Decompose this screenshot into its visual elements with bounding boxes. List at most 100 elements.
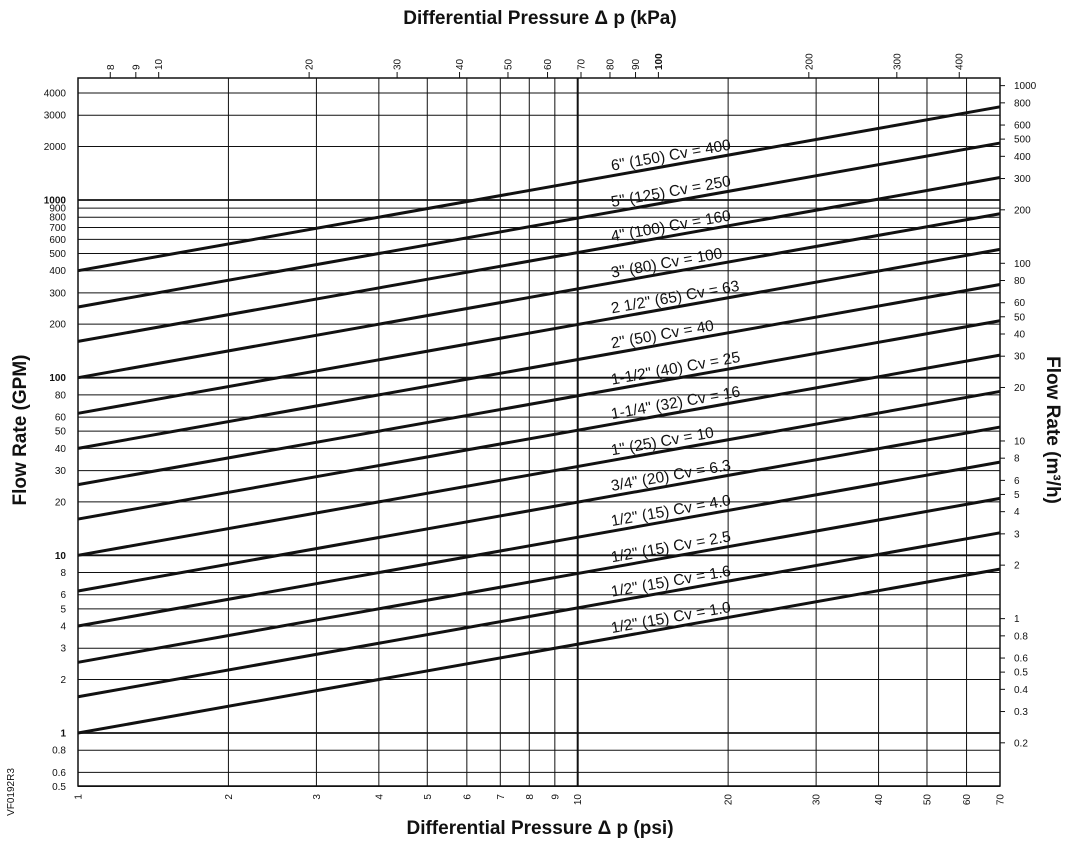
x-top-tick-label: 60 bbox=[543, 58, 554, 70]
y-axis-label-right: Flow Rate (m³/h) bbox=[1042, 356, 1063, 504]
x-top-tick-label: 400 bbox=[955, 53, 966, 70]
y-tick-label-right: 30 bbox=[1014, 352, 1026, 363]
y-tick-label-left: 30 bbox=[55, 466, 67, 477]
x-top-tick-label: 30 bbox=[393, 58, 404, 70]
x-tick-label: 30 bbox=[812, 794, 823, 806]
y-tick-label-right: 0.8 bbox=[1014, 631, 1028, 642]
y-tick-label-right: 200 bbox=[1014, 205, 1031, 216]
series-label: 2 1/2" (65) Cv = 63 bbox=[610, 278, 741, 317]
cv-line bbox=[78, 107, 1000, 271]
x-axis-label: Differential Pressure Δ p (psi) bbox=[406, 818, 673, 839]
cv-line bbox=[78, 462, 1000, 626]
series-label: 1/2" (15) Cv = 1.0 bbox=[610, 599, 733, 637]
y-tick-label-left: 2 bbox=[60, 675, 66, 686]
y-tick-label-right: 0.3 bbox=[1014, 707, 1028, 718]
y-tick-label-left: 50 bbox=[55, 427, 67, 438]
x-top-tick-label: 20 bbox=[305, 58, 316, 70]
x-tick-label: 7 bbox=[496, 794, 507, 800]
y-tick-label-left: 1 bbox=[60, 729, 66, 740]
y-tick-label-right: 0.5 bbox=[1014, 668, 1028, 679]
y-tick-label-left: 5 bbox=[60, 604, 66, 615]
y-tick-label-left: 400 bbox=[49, 266, 66, 277]
y-tick-label-left: 10 bbox=[55, 551, 67, 562]
y-tick-label-left: 60 bbox=[55, 413, 67, 424]
y-tick-label-right: 40 bbox=[1014, 329, 1026, 340]
y-tick-label-right: 8 bbox=[1014, 454, 1020, 465]
series-label: 5" (125) Cv = 250 bbox=[610, 173, 733, 211]
y-tick-label-left: 40 bbox=[55, 444, 67, 455]
y-tick-label-right: 10 bbox=[1014, 436, 1026, 447]
y-tick-label-left: 700 bbox=[49, 223, 66, 234]
y-tick-label-right: 800 bbox=[1014, 98, 1031, 109]
y-tick-label-left: 2000 bbox=[44, 142, 67, 153]
y-tick-label-left: 3000 bbox=[44, 111, 67, 122]
x-tick-label: 1 bbox=[74, 794, 85, 800]
y-tick-label-right: 5 bbox=[1014, 490, 1020, 501]
x-tick-label: 70 bbox=[996, 794, 1007, 806]
y-tick-label-right: 20 bbox=[1014, 383, 1026, 394]
y-tick-label-right: 4 bbox=[1014, 507, 1020, 518]
x-top-tick-label: 8 bbox=[106, 64, 117, 70]
cv-line bbox=[78, 569, 1000, 733]
cv-line bbox=[78, 427, 1000, 591]
x-top-tick-label: 10 bbox=[154, 58, 165, 70]
y-tick-label-left: 8 bbox=[60, 568, 66, 579]
x-top-tick-label: 40 bbox=[455, 58, 466, 70]
x-top-tick-label: 300 bbox=[892, 53, 903, 70]
x-tick-label: 8 bbox=[525, 794, 536, 800]
series-label: 1/2" (15) Cv = 4.0 bbox=[610, 492, 733, 530]
y-tick-label-right: 1000 bbox=[1014, 81, 1037, 92]
x-top-tick-label: 80 bbox=[605, 58, 616, 70]
x-tick-label: 5 bbox=[423, 794, 434, 800]
x-tick-label: 6 bbox=[462, 794, 473, 800]
y-tick-label-right: 0.4 bbox=[1014, 685, 1028, 696]
cv-line bbox=[78, 498, 1000, 662]
cv-line bbox=[78, 177, 1000, 341]
cv-line bbox=[78, 533, 1000, 697]
series-label: 1/2" (15) Cv = 2.5 bbox=[610, 528, 732, 566]
y-tick-label-left: 100 bbox=[49, 373, 66, 384]
y-tick-label-left: 0.8 bbox=[52, 746, 66, 757]
x-tick-label: 20 bbox=[724, 794, 735, 806]
cv-line bbox=[78, 284, 1000, 448]
x-tick-label: 9 bbox=[550, 794, 561, 800]
series-label: 6" (150) Cv = 400 bbox=[610, 137, 733, 175]
y-tick-label-right: 6 bbox=[1014, 476, 1020, 487]
x-tick-label: 60 bbox=[962, 794, 973, 806]
series-label: 1-1/2" (40) Cv = 25 bbox=[610, 349, 742, 389]
y-tick-label-right: 300 bbox=[1014, 174, 1031, 185]
y-tick-label-left: 500 bbox=[49, 249, 66, 260]
y-tick-label-left: 600 bbox=[49, 235, 66, 246]
series-label: 3/4" (20) Cv = 6.3 bbox=[610, 457, 732, 495]
x-tick-label: 4 bbox=[374, 794, 385, 800]
y-tick-label-right: 600 bbox=[1014, 121, 1031, 132]
x-top-tick-label: 50 bbox=[503, 58, 514, 70]
x-tick-label: 3 bbox=[312, 794, 323, 800]
y-tick-label-left: 4000 bbox=[44, 89, 67, 100]
series-label: 1" (25) Cv = 10 bbox=[610, 424, 716, 459]
y-tick-label-left: 80 bbox=[55, 390, 67, 401]
cv-line bbox=[78, 249, 1000, 413]
y-tick-label-left: 3 bbox=[60, 644, 66, 655]
cv-line bbox=[78, 214, 1000, 378]
chart-title-top: Differential Pressure Δ p (kPa) bbox=[403, 8, 676, 29]
y-tick-label-right: 0.2 bbox=[1014, 738, 1028, 749]
y-tick-label-right: 2 bbox=[1014, 561, 1020, 572]
y-tick-label-right: 400 bbox=[1014, 152, 1031, 163]
cv-line bbox=[78, 143, 1000, 307]
y-axis-label-left: Flow Rate (GPM) bbox=[10, 355, 31, 506]
y-tick-label-left: 4 bbox=[60, 622, 66, 633]
y-tick-label-left: 0.5 bbox=[52, 782, 66, 793]
y-tick-label-right: 0.6 bbox=[1014, 654, 1028, 665]
y-tick-label-right: 1 bbox=[1014, 614, 1020, 625]
x-top-tick-label: 70 bbox=[576, 58, 587, 70]
y-tick-label-left: 1000 bbox=[44, 196, 67, 207]
x-tick-label: 10 bbox=[573, 794, 584, 806]
x-top-tick-label: 90 bbox=[631, 58, 642, 70]
y-tick-label-left: 20 bbox=[55, 497, 67, 508]
y-tick-label-right: 100 bbox=[1014, 259, 1031, 270]
y-tick-label-right: 500 bbox=[1014, 135, 1031, 146]
cv-line bbox=[78, 321, 1000, 485]
y-tick-label-right: 60 bbox=[1014, 298, 1026, 309]
